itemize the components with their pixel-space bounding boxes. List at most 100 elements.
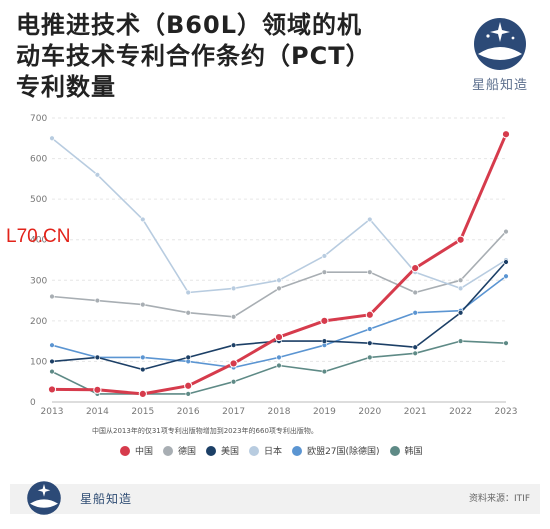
x-tick-label-2013: 2013 <box>41 407 64 417</box>
point-china-2015 <box>138 389 147 398</box>
legend-label: 韩国 <box>404 447 423 457</box>
point-germany-2016 <box>185 310 191 316</box>
point-germany-2023 <box>503 228 509 235</box>
x-tick-label-2020: 2020 <box>358 407 381 417</box>
point-japan-2020 <box>367 216 373 223</box>
x-tick-label-2018: 2018 <box>268 407 291 417</box>
point-japan-2019 <box>321 253 328 259</box>
legend-item-china[interactable]: 中国 <box>120 444 153 457</box>
point-eu27-2015 <box>140 354 146 361</box>
legend-item-korea[interactable]: 韩国 <box>389 444 423 457</box>
point-usa-2021 <box>412 344 418 350</box>
point-korea-2023 <box>503 340 509 346</box>
legend-item-germany[interactable]: 德国 <box>163 444 196 457</box>
point-china-2021 <box>411 264 420 273</box>
point-usa-2020 <box>367 340 373 346</box>
point-usa-2017 <box>230 342 237 348</box>
x-tick-label-2016: 2016 <box>177 407 200 417</box>
point-usa-2019 <box>321 338 328 344</box>
point-germany-2013 <box>49 293 55 300</box>
legend-dot-icon <box>206 445 217 456</box>
point-china-2017 <box>229 359 238 368</box>
x-tick-label-2015: 2015 <box>131 407 154 417</box>
point-germany-2015 <box>140 301 146 308</box>
legend-label: 德国 <box>178 447 197 457</box>
point-japan-2016 <box>185 289 191 296</box>
legend-item-eu27[interactable]: 欧盟27国(除德国) <box>292 444 380 457</box>
side-watermark: L70.CN <box>6 226 71 247</box>
point-korea-2018 <box>276 362 282 369</box>
y-tick-label-100: 100 <box>30 357 47 367</box>
y-tick-label-300: 300 <box>30 276 47 286</box>
point-korea-2019 <box>321 368 328 375</box>
point-germany-2022 <box>457 277 464 283</box>
point-usa-2022 <box>457 310 464 316</box>
x-tick-label-2023: 2023 <box>495 407 518 417</box>
legend-dot-icon <box>120 445 130 456</box>
grid <box>52 117 506 403</box>
point-china-2020 <box>365 310 374 319</box>
title-line-3: 专利数量 <box>16 73 116 101</box>
legend: 中国 德国 美国 日本 欧盟27国(除德国) 韩国 <box>120 444 433 457</box>
legend-label: 日本 <box>264 447 283 457</box>
point-china-2013 <box>47 385 57 394</box>
legend-label: 美国 <box>221 447 240 457</box>
point-china-2018 <box>274 332 284 342</box>
point-eu27-2021 <box>412 310 418 316</box>
legend-dot-icon <box>389 445 400 456</box>
series-line-germany <box>51 231 507 318</box>
point-korea-2021 <box>412 350 418 357</box>
point-eu27-2023 <box>503 273 509 279</box>
title-line-1: 电推进技术（B60L）领域的机 <box>16 11 362 39</box>
y-tick-label-400: 400 <box>30 236 47 246</box>
legend-dot-icon <box>249 445 260 456</box>
x-tick-label-2019: 2019 <box>313 407 336 417</box>
point-japan-2015 <box>140 216 146 223</box>
chart-note: 中国从2013年的仅31项专利出版物增加到2023年的660项专利出版物。 <box>92 427 318 435</box>
point-japan-2013 <box>49 135 55 141</box>
point-korea-2022 <box>457 338 464 344</box>
point-eu27-2020 <box>367 326 373 332</box>
starship-logo-icon <box>27 481 61 515</box>
point-germany-2018 <box>276 285 282 292</box>
starship-logo-icon <box>474 18 526 70</box>
point-germany-2019 <box>321 269 328 275</box>
point-china-2016 <box>184 381 193 390</box>
point-china-2022 <box>456 235 465 244</box>
series-line-japan <box>51 137 507 294</box>
chart-title: 电推进技术（B60L）领域的机 动车技术专利合作条约（PCT） 专利数量 <box>16 10 416 103</box>
point-china-2023 <box>501 130 511 139</box>
point-usa-2013 <box>49 358 55 365</box>
point-usa-2016 <box>185 354 191 361</box>
y-axis-ticks: 0 100 200 300 400 500 600 700 <box>30 114 47 408</box>
point-korea-2016 <box>185 391 191 397</box>
legend-item-usa[interactable]: 美国 <box>206 444 239 457</box>
point-germany-2017 <box>230 314 237 320</box>
legend-label: 中国 <box>135 447 154 457</box>
point-germany-2020 <box>367 269 373 275</box>
legend-dot-icon <box>292 445 303 456</box>
point-china-2019 <box>320 316 329 325</box>
point-germany-2021 <box>412 289 418 296</box>
point-china-2014 <box>93 385 102 394</box>
footer-source: 资料来源：ITIF <box>469 494 530 504</box>
point-germany-2014 <box>94 297 101 304</box>
point-japan-2014 <box>94 172 101 178</box>
point-usa-2015 <box>140 366 146 373</box>
legend-item-japan[interactable]: 日本 <box>249 444 282 457</box>
x-axis-ticks: 2013 2014 2015 2016 2017 2018 2019 2020 2021 2022… <box>41 407 518 417</box>
y-tick-label-0: 0 <box>30 398 36 408</box>
y-tick-label-700: 700 <box>30 114 47 124</box>
y-tick-label-500: 500 <box>30 195 47 205</box>
footer-bar <box>10 484 540 514</box>
x-tick-label-2022: 2022 <box>449 407 472 417</box>
y-tick-label-200: 200 <box>30 317 47 327</box>
series-points <box>47 130 511 398</box>
point-japan-2022 <box>457 285 464 292</box>
point-japan-2017 <box>230 285 237 292</box>
point-usa-2014 <box>94 354 101 361</box>
point-eu27-2013 <box>49 342 55 348</box>
point-korea-2017 <box>230 379 237 385</box>
legend-label: 欧盟27国(除德国) <box>307 447 380 457</box>
